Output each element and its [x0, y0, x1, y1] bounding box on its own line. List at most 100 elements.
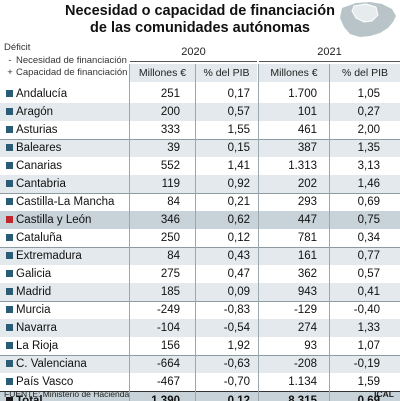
table-row: Baleares 39 0,15 387 1,35 — [0, 139, 400, 157]
cell-p2020: 0,09 — [227, 286, 250, 298]
table-row: Extremadura 84 0,43 161 0,77 — [0, 247, 400, 265]
cell-p2020: 0,21 — [227, 196, 250, 208]
region-name: Castilla y León — [16, 214, 92, 226]
cell-m2021: 101 — [297, 106, 317, 118]
chart-title: Necesidad o capacidad de financiación — [65, 3, 335, 19]
col-header-millones-2021: Millones € — [259, 64, 329, 82]
row-marker-square — [6, 288, 13, 295]
group-separator — [0, 355, 400, 356]
cell-p2021: 0,57 — [357, 268, 380, 280]
col-header-pib-2021: % del PIB — [330, 64, 400, 82]
cell-p2021: 0,75 — [357, 214, 380, 226]
row-marker-square — [6, 342, 13, 349]
table-row: Castilla y León 346 0,62 447 0,75 — [0, 211, 400, 229]
cell-p2021: 3,13 — [357, 160, 380, 172]
column-divider — [129, 64, 130, 401]
cell-p2021: -0,19 — [353, 358, 380, 370]
cell-p2020: 0,17 — [227, 88, 250, 100]
table-row: La Rioja 156 1,92 93 1,07 — [0, 337, 400, 355]
cell-p2021: 1,59 — [357, 376, 380, 388]
legend-title: Déficit — [4, 42, 31, 53]
cell-p2020: 0,57 — [227, 106, 250, 118]
chart-subtitle: de las comunidades autónomas — [90, 20, 310, 36]
legend-positive: + Capacidad de financiación — [4, 67, 127, 80]
cell-m2021: 461 — [297, 124, 317, 136]
table-row: Madrid 185 0,09 943 0,41 — [0, 283, 400, 301]
table-row: C. Valenciana -664 -0,63 -208 -0,19 — [0, 355, 400, 373]
cell-m2020: 333 — [160, 124, 180, 136]
row-marker-square — [6, 180, 13, 187]
row-marker-square — [6, 198, 13, 205]
cell-m2020: 552 — [160, 160, 180, 172]
table-row: Cantabria 119 0,92 202 1,46 — [0, 175, 400, 193]
year-header-2020: 2020 — [181, 46, 206, 58]
row-marker-square — [6, 144, 13, 151]
row-marker-square — [6, 90, 13, 97]
region-name: Asturias — [16, 124, 58, 136]
table-row: Galicia 275 0,47 362 0,57 — [0, 265, 400, 283]
row-marker-square — [6, 360, 13, 367]
cell-m2020: 275 — [160, 268, 180, 280]
table-row: Asturias 333 1,55 461 2,00 — [0, 121, 400, 139]
cell-p2020: -0,83 — [223, 304, 250, 316]
group-separator — [0, 247, 400, 248]
cell-m2021: -208 — [293, 358, 317, 370]
region-name: Galicia — [16, 268, 52, 280]
table-row: Canarias 552 1,41 1.313 3,13 — [0, 157, 400, 175]
region-name: Madrid — [16, 286, 52, 298]
cell-m2020: 251 — [160, 88, 180, 100]
group-separator — [0, 301, 400, 302]
region-name: Murcia — [16, 304, 51, 316]
cell-p2020: 1,55 — [227, 124, 250, 136]
cell-p2021: 2,00 — [357, 124, 380, 136]
col-header-millones-2020: Millones € — [130, 64, 195, 82]
table-row: Andalucía 251 0,17 1.700 1,05 — [0, 85, 400, 103]
table-row: Castilla-La Mancha 84 0,21 293 0,69 — [0, 193, 400, 211]
cell-p2021: 0,77 — [357, 250, 380, 262]
cell-m2020: 346 — [160, 214, 180, 226]
region-name: La Rioja — [16, 340, 59, 352]
cell-p2020: 0,62 — [227, 214, 250, 226]
table-row: Aragón 200 0,57 101 0,27 — [0, 103, 400, 121]
row-marker-square — [6, 378, 13, 385]
cell-m2021: 1.700 — [288, 88, 317, 100]
region-name: C. Valenciana — [16, 358, 87, 370]
cell-m2021: 274 — [297, 322, 317, 334]
legend-negative: - Necesidad de financiación — [4, 55, 127, 68]
cell-m2020: 156 — [160, 340, 180, 352]
total-label: Total — [16, 395, 43, 401]
region-name: Canarias — [16, 160, 63, 172]
cell-p2021: 1,46 — [357, 178, 380, 190]
col-header-pib-2020: % del PIB — [196, 64, 257, 82]
cell-m2020: 119 — [161, 178, 180, 190]
row-marker-square — [6, 216, 13, 223]
cell-p2020: -0,54 — [223, 322, 250, 334]
total-p2020: 0,12 — [227, 395, 250, 401]
row-marker-square — [6, 162, 13, 169]
legend-positive-label: Capacidad de financiación — [16, 67, 128, 78]
cell-p2020: 0,43 — [227, 250, 250, 262]
table-row: Murcia -249 -0,83 -129 -0,40 — [0, 301, 400, 319]
cell-p2021: 0,41 — [357, 286, 380, 298]
brand-logo: ICAL — [374, 389, 394, 399]
row-marker-square — [6, 108, 13, 115]
row-marker-square — [6, 126, 13, 133]
region-name: Extremadura — [16, 250, 82, 262]
total-marker-square — [6, 397, 13, 401]
table-row: Cataluña 250 0,12 781 0,34 — [0, 229, 400, 247]
minus-sign: - — [8, 54, 12, 66]
legend: Déficit - Necesidad de financiación + Capa… — [4, 42, 127, 80]
column-divider — [258, 64, 259, 401]
row-marker-square — [6, 234, 13, 241]
cell-m2021: 161 — [297, 250, 317, 262]
row-marker-square — [6, 252, 13, 259]
cell-p2020: 0,15 — [227, 142, 250, 154]
cell-m2020: 185 — [160, 286, 180, 298]
total-separator — [0, 391, 400, 392]
cell-p2020: 0,12 — [227, 232, 250, 244]
cell-m2021: 293 — [297, 196, 317, 208]
cell-m2021: 1.313 — [288, 160, 317, 172]
cell-p2020: 1,92 — [227, 340, 250, 352]
year-header-2021: 2021 — [317, 46, 342, 58]
total-row: Total 1.390 0,12 8.315 0,69 — [0, 392, 400, 401]
